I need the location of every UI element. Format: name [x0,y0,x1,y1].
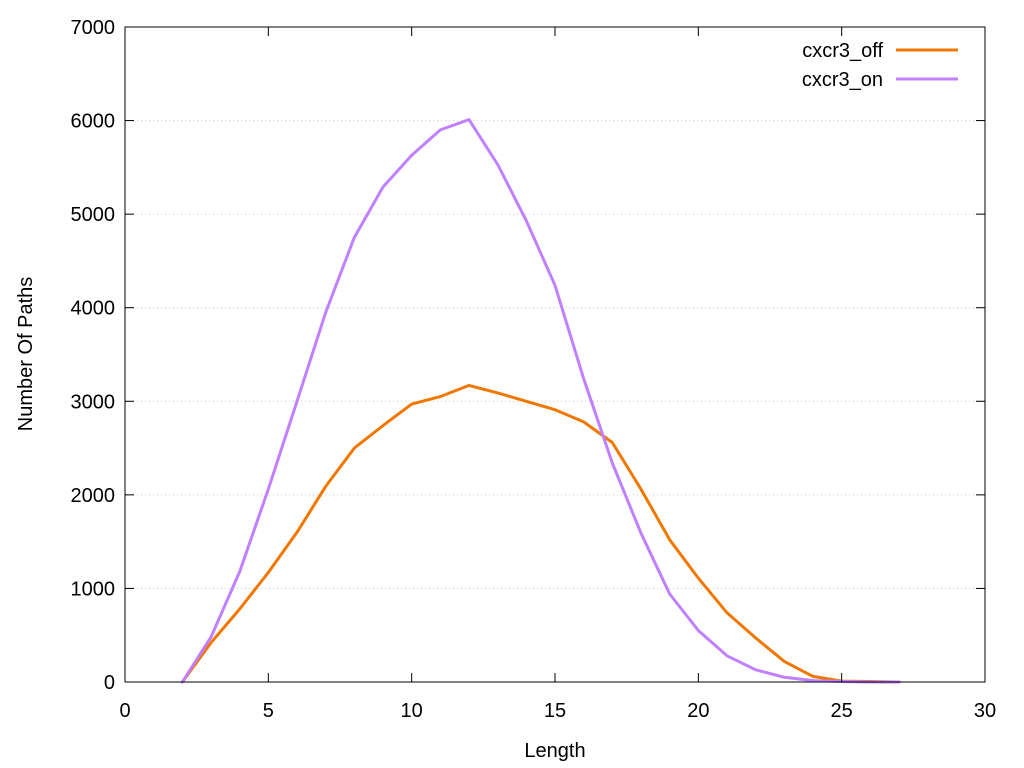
y-axis-title: Number Of Paths [15,277,37,432]
y-tick-label: 6000 [71,111,116,133]
axis-ticks: 0 1000 2000 3000 4000 5000 6000 7000 0 5 10 15 20 25 3… [71,17,997,722]
series-line-cxcr3-off [180,383,901,684]
y-tick-label: 4000 [71,298,116,320]
y-tick-label: 1000 [71,578,116,600]
series-line-cxcr3-on [180,118,901,684]
x-tick-label: 20 [687,700,709,722]
plot-frame [124,26,986,683]
y-tick-label: 5000 [71,204,116,226]
y-tick-label: 0 [104,672,115,694]
x-tick-label: 5 [263,700,274,722]
x-tick-label: 10 [401,700,423,722]
x-tick-label: 0 [119,700,130,722]
x-axis-title: Length [524,740,585,762]
y-tick-label: 7000 [71,17,116,39]
grid-lines [125,120,985,589]
legend-label: cxcr3_on [802,69,883,91]
legend: cxcr3_off cxcr3_on [802,40,958,91]
x-tick-label: 15 [544,700,566,722]
x-tick-label: 30 [974,700,996,722]
series-lines [180,118,901,684]
y-tick-label: 2000 [71,485,116,507]
y-tick-label: 3000 [71,391,116,413]
legend-label: cxcr3_off [802,40,883,62]
x-tick-label: 25 [831,700,853,722]
